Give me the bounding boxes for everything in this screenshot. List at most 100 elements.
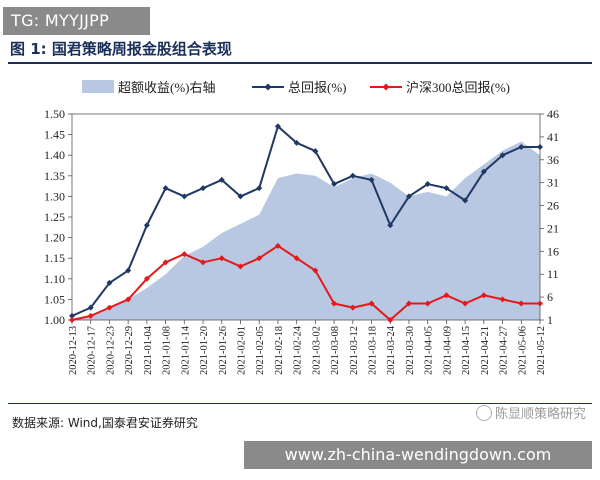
axis-layer: 1.00 1.05 1.10 1.15 1.20 1.25 1.30 1.35 1.40 1.45… <box>44 107 559 375</box>
x-tick-label: 2021-03-12 <box>349 326 360 375</box>
y-left-tick-label: 1.10 <box>44 272 65 286</box>
y-left-tick-label: 1.20 <box>44 231 65 245</box>
data-point-marker <box>69 312 75 319</box>
x-tick-label: 2021-03-24 <box>386 325 397 375</box>
x-tick-label: 2021-04-27 <box>499 326 510 375</box>
data-point-marker <box>200 185 207 192</box>
y-right-tick-label: 1 <box>547 313 553 327</box>
y-right-tick-label: 26 <box>547 199 559 213</box>
data-point-marker <box>293 255 300 262</box>
data-point-marker <box>274 123 281 130</box>
source-note: 数据来源: Wind,国泰君安证券研究 <box>12 416 198 430</box>
y-right-tick-label: 41 <box>547 130 559 144</box>
x-tick-label: 2021-02-05 <box>255 326 266 375</box>
x-tick-label: 2021-05-12 <box>536 326 547 375</box>
data-point-marker <box>218 176 225 183</box>
data-point-marker <box>424 300 431 307</box>
y-right-tick-label: 31 <box>547 176 559 190</box>
data-point-marker <box>143 275 150 282</box>
data-point-marker <box>443 292 450 299</box>
wechat-icon <box>475 405 492 421</box>
x-tick-label: 2021-02-18 <box>274 326 285 375</box>
y-right-tick-label: 46 <box>547 107 559 121</box>
data-point-marker <box>368 176 375 183</box>
data-point-marker <box>462 197 469 204</box>
x-tick-label: 2020-12-17 <box>87 326 98 375</box>
data-point-marker <box>162 259 169 266</box>
data-point-marker <box>256 255 263 262</box>
data-point-marker <box>274 242 281 249</box>
x-tick-label: 2021-01-20 <box>199 326 210 375</box>
line-layer <box>69 123 543 323</box>
footer-rule <box>8 403 592 404</box>
data-point-marker <box>312 267 319 274</box>
returns-chart: 超额收益(%)右轴 总回报(%) 沪深300总回报(%) 1.001.051.101… <box>44 80 559 375</box>
x-tick-label: 2020-12-13 <box>68 326 79 375</box>
y-left-tick-label: 1.00 <box>44 313 65 327</box>
data-point-marker <box>443 185 450 192</box>
x-tick-label: 2021-03-18 <box>368 326 379 375</box>
watermark: 陈显顺策略研究 <box>475 403 586 422</box>
tg-badge: TG: MYYJJPP <box>3 7 150 35</box>
x-tick-label: 2021-04-09 <box>442 326 453 375</box>
data-point-marker <box>181 193 188 200</box>
data-point-marker <box>162 185 169 192</box>
data-point-marker <box>480 168 487 175</box>
data-point-marker <box>462 300 469 307</box>
data-point-marker <box>331 181 338 188</box>
data-point-marker <box>387 222 394 229</box>
data-point-marker <box>69 317 75 323</box>
data-point-marker <box>125 267 132 274</box>
y-right-tick-label: 21 <box>547 221 559 235</box>
x-tick-label: 2021-03-08 <box>330 326 341 375</box>
data-point-marker <box>143 222 150 229</box>
data-point-marker <box>518 300 525 307</box>
x-tick-label: 2021-01-08 <box>162 326 173 375</box>
x-tick-label: 2021-03-02 <box>311 326 322 375</box>
legend-marker <box>264 83 272 91</box>
y-left-tick-label: 1.45 <box>44 128 65 142</box>
data-point-marker <box>405 193 412 200</box>
data-point-marker <box>499 152 506 159</box>
x-tick-label: 2021-04-05 <box>424 326 435 375</box>
x-tick-label: 2021-01-04 <box>143 325 154 375</box>
legend-swatch-area <box>82 80 114 93</box>
data-point-marker <box>256 185 263 192</box>
legend-label: 总回报(%) <box>288 80 347 95</box>
line-series-1 <box>71 244 540 321</box>
data-point-marker <box>218 255 225 262</box>
data-point-marker <box>405 300 412 307</box>
y-left-tick-label: 1.50 <box>44 107 65 121</box>
data-point-marker <box>480 292 487 299</box>
x-tick-label: 2021-01-26 <box>218 326 229 375</box>
y-left-tick-label: 1.25 <box>44 210 65 224</box>
x-tick-label: 2021-03-30 <box>405 326 416 375</box>
legend-label: 超额收益(%)右轴 <box>118 80 216 95</box>
title-rule <box>8 62 592 64</box>
data-point-marker <box>537 143 543 150</box>
data-point-marker <box>125 296 132 303</box>
data-point-marker <box>537 300 543 307</box>
y-left-tick-label: 1.30 <box>44 189 65 203</box>
x-tick-label: 2021-05-06 <box>517 326 528 375</box>
data-point-marker <box>87 312 94 319</box>
data-point-marker <box>106 304 113 311</box>
data-point-marker <box>200 259 207 266</box>
data-point-marker <box>349 304 356 311</box>
data-point-marker <box>499 296 506 303</box>
data-point-marker <box>349 172 356 179</box>
y-left-tick-label: 1.35 <box>44 169 65 183</box>
x-tick-label: 2021-02-24 <box>293 325 304 375</box>
data-point-marker <box>518 143 525 150</box>
y-left-tick-label: 1.40 <box>44 148 65 162</box>
data-point-marker <box>181 251 188 258</box>
x-tick-label: 2020-12-29 <box>124 326 135 375</box>
data-point-marker <box>424 181 431 188</box>
x-tick-label: 2021-02-01 <box>236 326 247 375</box>
data-point-marker <box>237 263 244 270</box>
x-tick-label: 2021-04-15 <box>461 326 472 375</box>
area-series-excess-return <box>72 141 540 320</box>
watermark-text: 陈显顺策略研究 <box>494 407 586 422</box>
excess-return-area-layer <box>72 141 540 320</box>
x-tick-label: 2021-04-21 <box>480 326 491 375</box>
